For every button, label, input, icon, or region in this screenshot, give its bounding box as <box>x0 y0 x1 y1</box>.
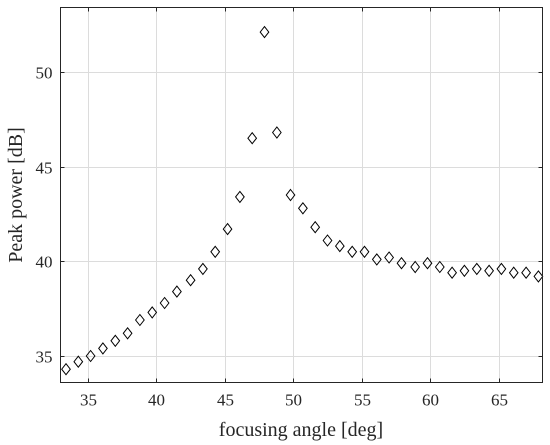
data-point <box>210 245 221 259</box>
x-tick-label: 60 <box>422 391 439 410</box>
data-point <box>222 222 233 236</box>
x-tick-label: 55 <box>354 391 371 410</box>
data-point <box>110 334 121 348</box>
x-tick-label: 65 <box>491 391 508 410</box>
data-point <box>496 262 507 276</box>
data-point <box>61 362 71 376</box>
data-point <box>285 188 296 202</box>
data-point <box>297 201 308 215</box>
tick-layer: 35 40 45 50 55 60 65 35 40 45 50 <box>36 7 543 410</box>
data-point <box>197 262 208 276</box>
y-axis-label: Peak power [dB] <box>5 127 27 263</box>
data-point <box>334 239 345 253</box>
data-point <box>434 260 445 274</box>
data-point <box>410 260 421 274</box>
x-tick-label: 45 <box>217 391 234 410</box>
data-point <box>85 349 96 363</box>
data-point <box>359 245 370 259</box>
marker-layer <box>61 25 544 376</box>
data-point <box>508 266 519 280</box>
data-point <box>171 285 182 298</box>
x-tick-label: 35 <box>80 391 97 410</box>
y-tick-label: 40 <box>36 253 53 272</box>
data-point <box>459 264 470 278</box>
data-point <box>322 234 333 247</box>
data-point <box>73 355 84 369</box>
data-point <box>147 306 158 319</box>
y-tick-label: 50 <box>36 64 53 83</box>
data-point <box>234 190 245 204</box>
grid-layer <box>60 7 543 383</box>
x-tick-label: 50 <box>285 391 302 410</box>
data-point <box>447 266 458 280</box>
data-point <box>521 266 532 280</box>
data-point <box>98 342 108 355</box>
data-point <box>371 253 382 266</box>
data-point <box>347 245 358 259</box>
y-tick-label: 35 <box>36 348 53 367</box>
data-point <box>310 220 321 234</box>
x-axis-label: focusing angle [deg] <box>219 419 383 441</box>
data-point <box>484 264 495 278</box>
data-point <box>422 256 433 270</box>
data-point <box>185 273 196 287</box>
data-point <box>384 251 395 264</box>
data-point <box>122 326 133 340</box>
data-point <box>134 313 145 327</box>
data-point <box>533 270 544 283</box>
data-point <box>159 296 170 310</box>
data-point <box>259 25 270 39</box>
data-point <box>396 256 407 270</box>
data-point <box>247 131 258 145</box>
y-tick-label: 45 <box>36 159 53 178</box>
plot-frame <box>60 7 543 383</box>
data-point <box>471 262 482 276</box>
data-point <box>271 126 282 139</box>
x-tick-label: 40 <box>148 391 165 410</box>
